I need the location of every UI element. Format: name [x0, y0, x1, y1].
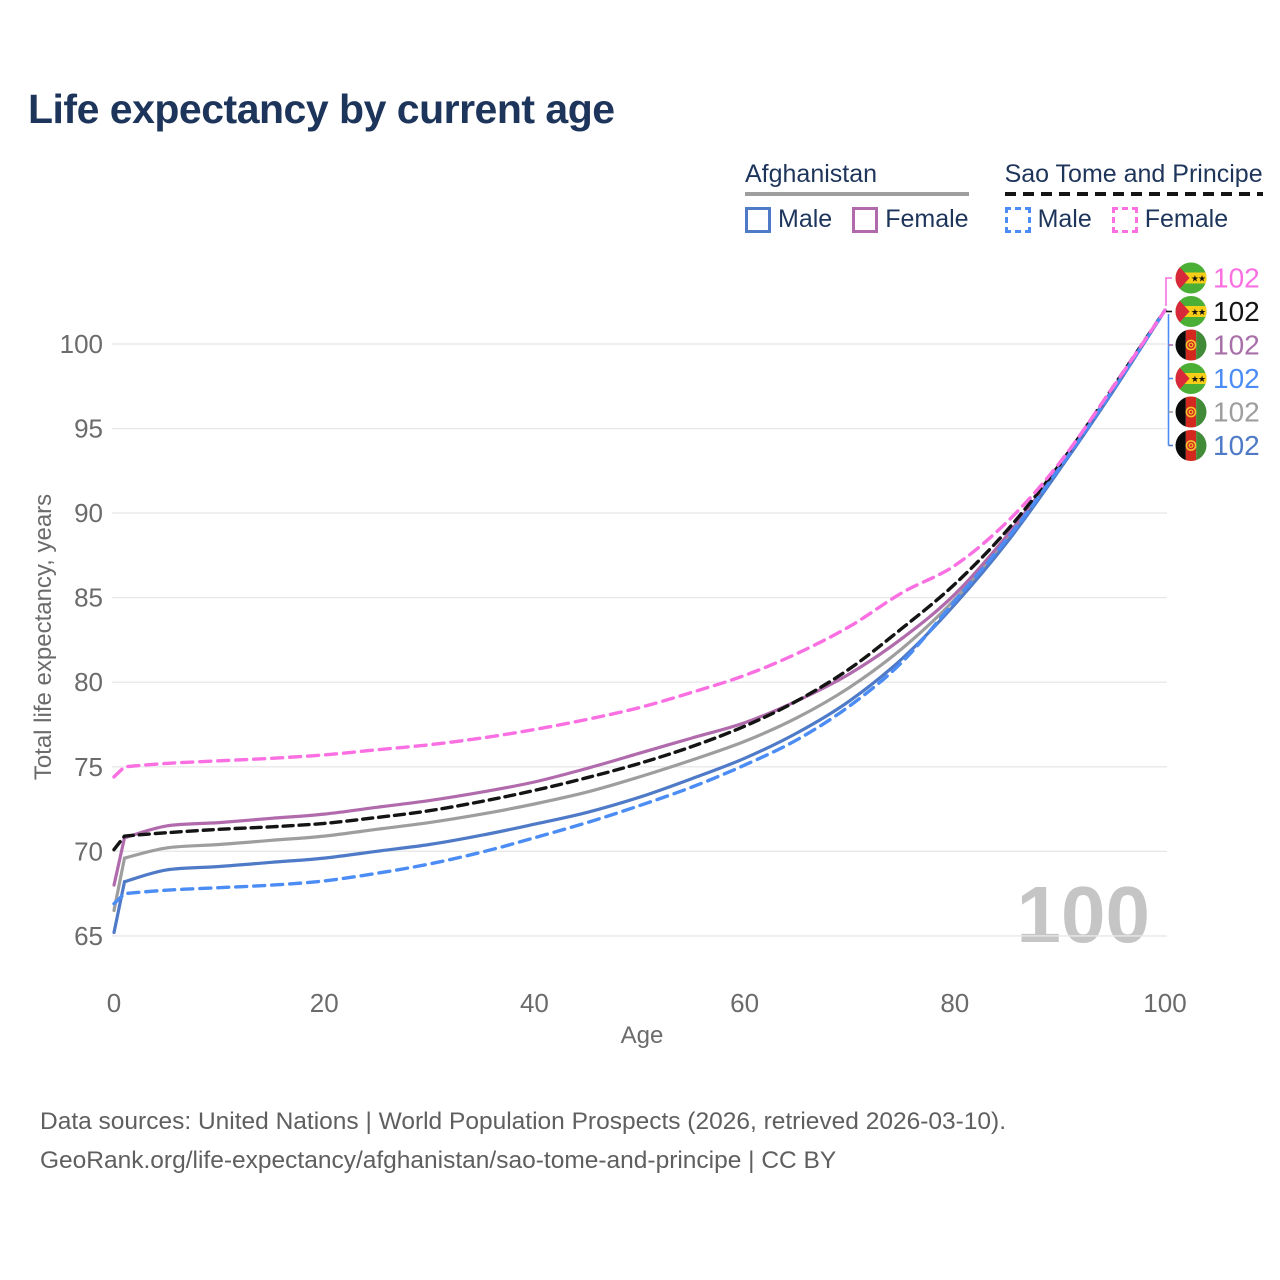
legend-group-sao-tome: Sao Tome and Principe Male Female	[1004, 160, 1263, 234]
x-tick-label: 60	[730, 988, 759, 1018]
legend-item-label: Male	[1037, 205, 1092, 233]
legend-group-afghanistan: Afghanistan Male Female	[745, 160, 969, 234]
afghanistan-flag-icon	[1175, 430, 1207, 461]
series-line-afghanistan-female	[112, 308, 1167, 887]
y-tick-label: 85	[74, 583, 103, 613]
label-connector	[1165, 277, 1172, 306]
y-tick-label: 100	[60, 329, 103, 359]
y-tick-label: 65	[74, 921, 103, 951]
footer: Data sources: United Nations | World Pop…	[40, 1102, 1006, 1180]
end-label-value: 102	[1213, 430, 1260, 461]
legend-item-afghanistan-male[interactable]: Male	[745, 205, 832, 234]
x-tick-label: 0	[107, 988, 121, 1018]
female-solid-swatch-icon	[852, 206, 879, 233]
legend-underline-solid	[745, 192, 969, 196]
footer-data-sources: Data sources: United Nations | World Pop…	[40, 1108, 1007, 1135]
series-line-afghanistan-combined	[112, 308, 1167, 913]
legend-item-sao-tome-female[interactable]: Female	[1111, 205, 1229, 234]
x-axis-title: Age	[620, 1022, 664, 1049]
x-tick-label: 40	[520, 988, 549, 1018]
sao-tome-and-principe-flag-icon: ★★	[1175, 363, 1207, 394]
y-tick-label: 80	[74, 667, 103, 697]
series-line-sao-tome-and-principe-combined	[112, 308, 1167, 852]
legend-header-sao-tome: Sao Tome and Principe	[1004, 160, 1263, 188]
y-tick-label: 70	[74, 836, 103, 866]
legend-underline-dashed	[1004, 192, 1263, 196]
y-axis-title: Total life expectancy, years	[30, 493, 57, 781]
end-label-value: 102	[1213, 397, 1260, 428]
y-tick-label: 95	[74, 414, 103, 444]
page-title: Life expectancy by current age	[28, 86, 615, 132]
series-line-sao-tome-and-principe-male	[112, 308, 1167, 906]
svg-text:★★: ★★	[1191, 274, 1206, 284]
end-label-value: 102	[1213, 363, 1260, 394]
x-tick-label: 20	[310, 988, 339, 1018]
legend-item-label: Male	[778, 205, 833, 233]
male-dashed-swatch-icon	[1004, 206, 1031, 233]
legend-item-label: Female	[1144, 205, 1229, 233]
footer-attribution-link: GeoRank.org/life-expectancy/afghanistan/…	[40, 1147, 837, 1174]
legend-header-afghanistan: Afghanistan	[745, 160, 878, 188]
svg-text:★★: ★★	[1191, 307, 1206, 317]
x-tick-label: 100	[1143, 988, 1186, 1018]
afghanistan-flag-icon	[1175, 396, 1207, 428]
end-label-value: 102	[1213, 330, 1260, 361]
sao-tome-and-principe-flag-icon: ★★	[1175, 296, 1207, 327]
series-line-afghanistan-male	[112, 308, 1167, 935]
end-label-value: 102	[1213, 296, 1260, 327]
legend-item-afghanistan-female[interactable]: Female	[852, 205, 969, 234]
age-watermark: 100	[1017, 870, 1150, 959]
svg-text:★★: ★★	[1191, 374, 1206, 384]
legend: Afghanistan Male Female Sao Tome and Pri…	[745, 160, 1263, 234]
legend-item-sao-tome-male[interactable]: Male	[1004, 205, 1092, 234]
y-tick-label: 75	[74, 752, 103, 782]
series-line-sao-tome-and-principe-female	[112, 308, 1167, 779]
x-tick-label: 80	[940, 988, 969, 1018]
end-label-value: 102	[1213, 263, 1260, 294]
afghanistan-flag-icon	[1175, 329, 1207, 361]
female-dashed-swatch-icon	[1111, 206, 1138, 233]
male-solid-swatch-icon	[745, 206, 771, 233]
y-tick-label: 90	[74, 498, 103, 528]
sao-tome-and-principe-flag-icon: ★★	[1175, 262, 1207, 294]
legend-item-label: Female	[885, 205, 969, 233]
